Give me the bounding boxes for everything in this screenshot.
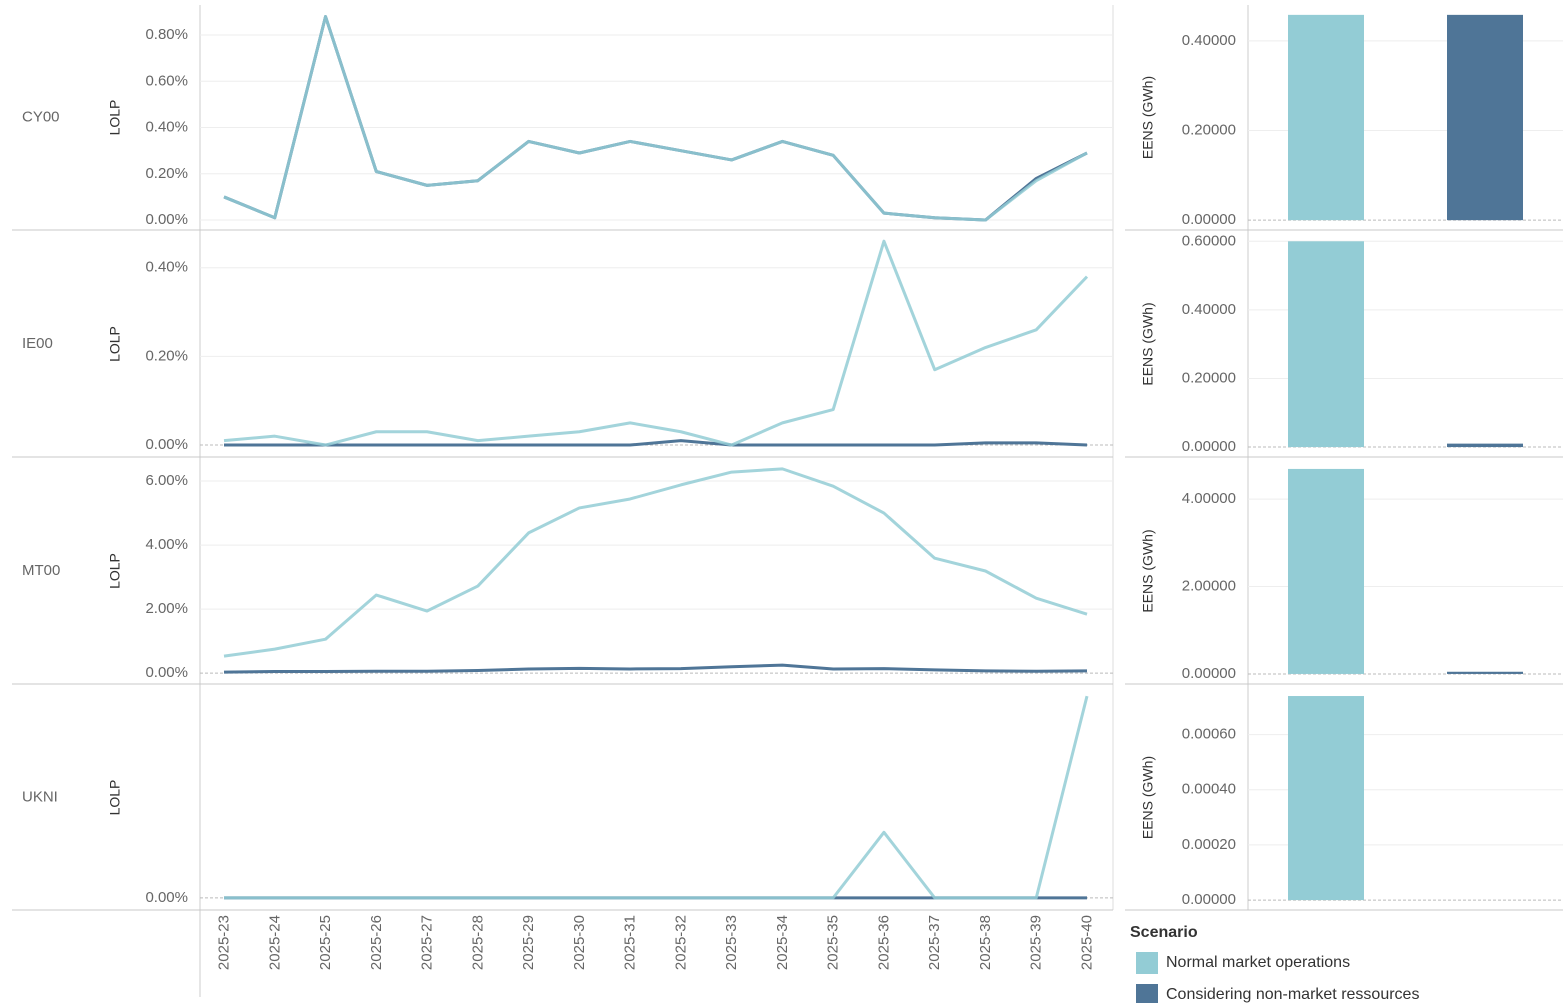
y-tick-label: 0.00% (145, 436, 188, 453)
x-tick-label: 2025-35 (825, 915, 842, 970)
x-tick-label: 2025-32 (672, 915, 689, 970)
series-line (224, 439, 1088, 447)
series-line (223, 663, 1088, 674)
x-tick-label: 2025-23 (216, 915, 233, 970)
x-tick-label: 2025-34 (774, 915, 791, 970)
y-tick-label: 2.00% (145, 600, 188, 617)
y-axis-title: EENS (GWh) (1140, 529, 1156, 612)
x-tick-label: 2025-33 (723, 915, 740, 970)
row-label: MT00 (22, 562, 60, 579)
x-tick-label: 2025-27 (419, 915, 436, 970)
y-axis-title: LOLP (107, 326, 123, 362)
y-tick-label: 0.00% (145, 889, 188, 906)
bar (1288, 468, 1364, 674)
y-tick-label: 0.00000 (1182, 891, 1236, 908)
x-tick-label: 2025-28 (469, 915, 486, 970)
x-tick-label: 2025-40 (1079, 915, 1096, 970)
row-label: CY00 (22, 108, 60, 125)
y-tick-label: 0.20% (145, 347, 188, 364)
legend-swatch (1136, 952, 1158, 974)
y-tick-label: 0.00060 (1182, 726, 1236, 743)
series-line (223, 239, 1089, 447)
bar (1447, 443, 1523, 448)
y-tick-label: 4.00000 (1182, 490, 1236, 507)
y-axis-title: EENS (GWh) (1140, 76, 1156, 159)
x-tick-label: 2025-24 (266, 915, 283, 970)
y-tick-label: 0.40% (145, 119, 188, 136)
bar (1447, 671, 1523, 674)
bar (1447, 14, 1523, 221)
bar (1288, 696, 1364, 901)
series-line (224, 695, 1089, 900)
x-tick-label: 2025-38 (977, 915, 994, 970)
x-tick-label: 2025-26 (368, 915, 385, 970)
y-tick-label: 0.00000 (1182, 665, 1236, 682)
y-axis-title: LOLP (107, 100, 123, 136)
y-tick-label: 0.00% (145, 664, 188, 681)
y-axis-title: EENS (GWh) (1140, 756, 1156, 839)
row-label: IE00 (22, 335, 53, 352)
y-tick-label: 0.80% (145, 26, 188, 43)
series-line (223, 15, 1088, 222)
y-axis-title: LOLP (107, 780, 123, 816)
row-label: UKNI (22, 788, 58, 805)
y-tick-label: 0.60000 (1182, 232, 1236, 249)
series-line (223, 15, 1088, 222)
x-tick-label: 2025-36 (875, 915, 892, 970)
y-tick-label: 0.00000 (1182, 211, 1236, 228)
y-tick-label: 0.60% (145, 72, 188, 89)
y-tick-label: 0.00040 (1182, 781, 1236, 798)
x-tick-label: 2025-31 (622, 915, 639, 970)
x-tick-label: 2025-29 (520, 915, 537, 970)
series-line (223, 467, 1088, 658)
y-tick-label: 0.00000 (1182, 438, 1236, 455)
y-tick-label: 4.00% (145, 536, 188, 553)
y-tick-label: 0.20% (145, 165, 188, 182)
y-tick-label: 0.40000 (1182, 32, 1236, 49)
y-axis-title: EENS (GWh) (1140, 302, 1156, 385)
x-tick-label: 2025-30 (571, 915, 588, 970)
x-tick-label: 2025-37 (926, 915, 943, 970)
legend-label: Considering non-market ressources (1166, 986, 1419, 1003)
x-tick-label: 2025-39 (1028, 915, 1045, 970)
y-tick-label: 0.40% (145, 259, 188, 276)
y-tick-label: 0.00% (145, 211, 188, 228)
y-tick-label: 0.40000 (1182, 301, 1236, 318)
bar (1288, 14, 1364, 221)
legend-swatch (1136, 984, 1158, 1003)
legend-label: Normal market operations (1166, 954, 1350, 971)
y-tick-label: 0.20000 (1182, 369, 1236, 386)
y-tick-label: 6.00% (145, 472, 188, 489)
y-tick-label: 0.20000 (1182, 121, 1236, 138)
y-axis-title: LOLP (107, 553, 123, 589)
x-tick-label: 2025-25 (317, 915, 334, 970)
legend-title: Scenario (1130, 924, 1198, 941)
y-tick-label: 0.00020 (1182, 836, 1236, 853)
bar (1288, 241, 1364, 448)
y-tick-label: 2.00000 (1182, 577, 1236, 594)
